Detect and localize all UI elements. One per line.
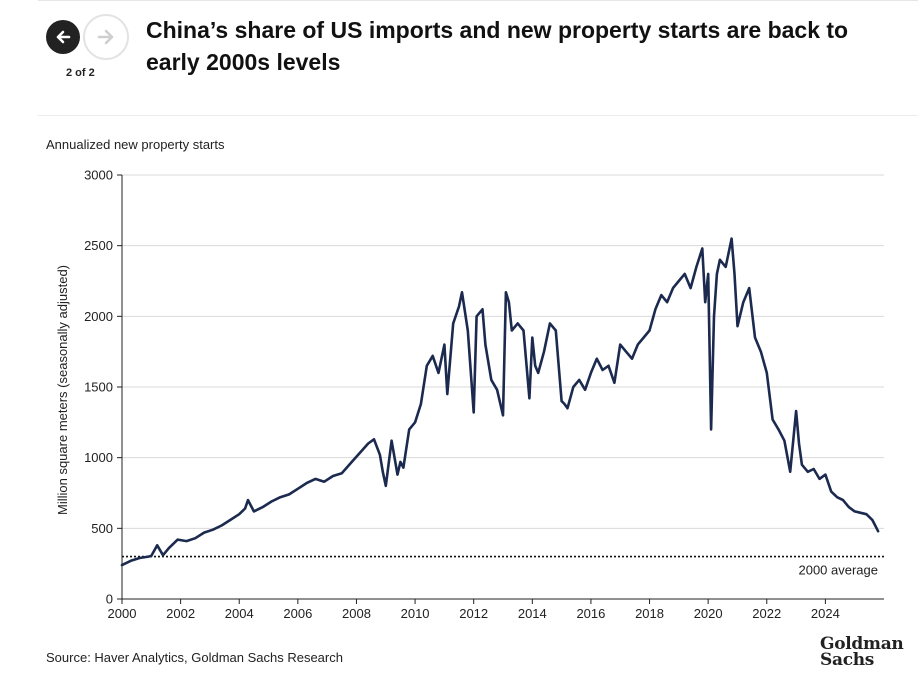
series-line [120,237,880,567]
series-layer [120,237,880,567]
logo-line-1: Goldman [820,634,904,654]
logo-line-2: Sachs [820,650,875,670]
x-tick-label: 2022 [752,606,781,621]
y-axis-label: Million square meters (seasonally adjust… [55,265,70,515]
header-divider [38,115,918,116]
x-tick-label: 2008 [342,606,371,621]
y-tick-label: 3000 [84,168,113,183]
arrow-right-icon [97,29,114,45]
x-tick-label: 2000 [108,606,137,621]
arrow-left-icon [56,30,71,44]
reference-line-group: 2000 average [122,555,884,578]
page-title: China’s share of US imports and new prop… [146,17,849,75]
goldman-sachs-logo: Goldman Sachs [820,634,904,670]
x-tick-label: 2002 [166,606,195,621]
grid-lines [122,174,884,529]
reference-line-label: 2000 average [798,563,878,578]
page-indicator: 2 of 2 [66,67,95,79]
source-note: Source: Haver Analytics, Goldman Sachs R… [46,650,343,665]
previous-button[interactable] [46,20,80,54]
x-tick-label: 2010 [401,606,430,621]
y-tick-label: 0 [106,592,113,607]
next-button[interactable] [83,14,129,60]
top-rule [38,0,918,1]
x-tick-label: 2020 [694,606,723,621]
y-tick-label: 500 [91,521,113,536]
y-tick-label: 1500 [84,380,113,395]
x-tick-label: 2014 [518,606,547,621]
axis-labels: 0 500 1000 1500 2000 2500 3000 2000 2002 2004 2006… [55,168,840,622]
x-tick-label: 2012 [459,606,488,621]
x-tick-label: 2006 [283,606,312,621]
y-tick-label: 2000 [84,309,113,324]
x-tick-label: 2024 [811,606,840,621]
x-tick-label: 2016 [576,606,605,621]
y-tick-label: 1000 [84,450,113,465]
axes [117,174,884,604]
x-tick-label: 2004 [225,606,254,621]
x-tick-label: 2018 [635,606,664,621]
y-tick-label: 2500 [84,238,113,253]
chart-title: Annualized new property starts [46,137,225,152]
